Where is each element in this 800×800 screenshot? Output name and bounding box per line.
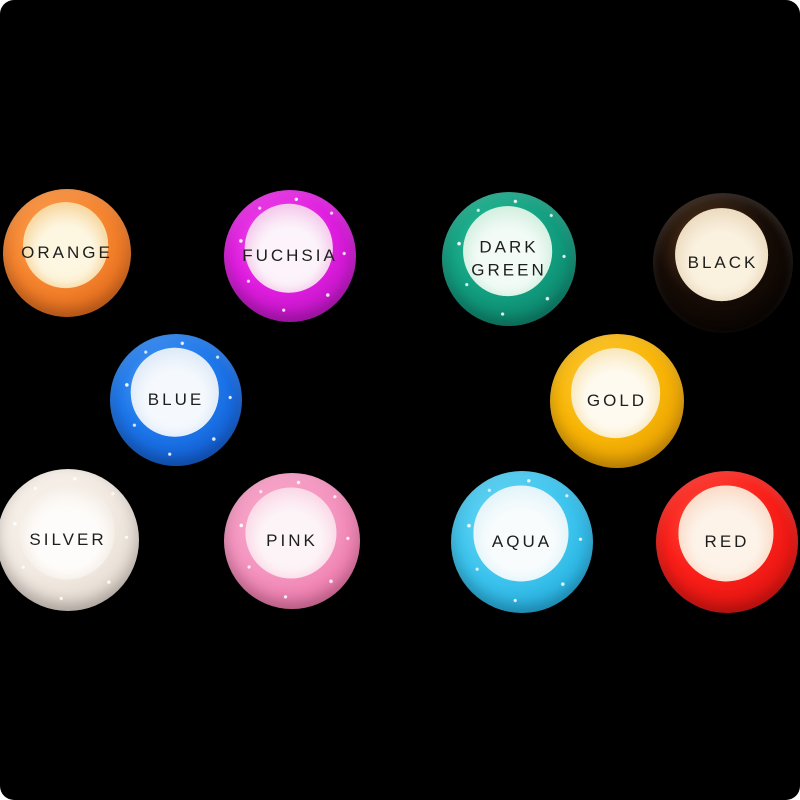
cap-aqua: AQUA: [451, 471, 593, 613]
cap-label: PINK: [266, 530, 318, 550]
cap-label: BLUE: [147, 389, 205, 409]
cap-red: RED: [656, 471, 798, 613]
cap-label: SILVER: [29, 529, 107, 549]
cap-inner: [674, 207, 769, 302]
cap-label: RED: [704, 531, 750, 551]
cap-label: FUCHSIA: [242, 245, 338, 265]
cap-inner: [19, 483, 115, 580]
cap-label: GOLD: [586, 390, 648, 410]
cap-orange: ORANGE: [3, 189, 131, 317]
cap-pink: PINK: [224, 473, 360, 609]
cap-inner: [244, 203, 333, 293]
cap-inner: [462, 206, 553, 296]
cap-gold: GOLD: [550, 334, 684, 468]
cap-inner: [245, 487, 337, 579]
cap-label: AQUA: [491, 531, 553, 551]
cap-blue: BLUE: [110, 334, 242, 466]
cap-inner: [473, 485, 569, 582]
cap-inner: [130, 347, 219, 437]
cap-black: BLACK: [653, 193, 793, 333]
cap-fuchsia: FUCHSIA: [224, 190, 356, 322]
cap-inner: [570, 348, 661, 438]
cap-label: ORANGE: [21, 242, 113, 262]
cap-label: BLACK: [687, 252, 759, 272]
cap-silver: SILVER: [0, 469, 139, 611]
cap-dark-green: DARK GREEN: [442, 192, 576, 326]
cap-inner: [678, 485, 774, 582]
cap-label: DARK GREEN: [471, 237, 547, 280]
cap-inner: [22, 202, 109, 289]
